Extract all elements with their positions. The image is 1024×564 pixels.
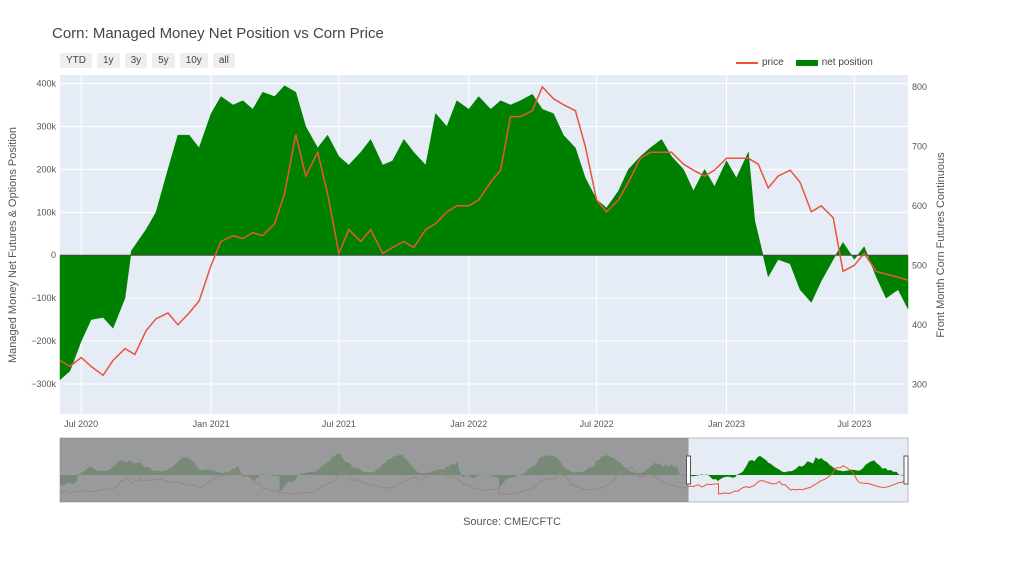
y-left-tick-label: 100k [36, 207, 56, 217]
price-series [59, 85, 909, 377]
y-left-tick-label: 300k [36, 121, 56, 131]
y-left-tick-label: 0 [51, 250, 56, 260]
y-axis-right: 300 400 500 600 700 800 [912, 82, 927, 389]
range-button-all[interactable]: all [212, 53, 235, 68]
y-right-tick-label: 400 [912, 320, 927, 330]
legend-swatch-price [736, 61, 758, 64]
legend: price net position [736, 57, 885, 68]
x-tick-label: Jan 2023 [708, 419, 745, 429]
range-button-10y[interactable]: 10y [179, 53, 208, 68]
price-line [59, 85, 909, 377]
net-position-series [59, 85, 909, 381]
y-right-tick-label: 700 [912, 141, 927, 151]
range-button-5y[interactable]: 5y [152, 53, 175, 68]
range-selector: YTD 1y 3y 5y 10y all [60, 53, 235, 68]
range-slider-mask [60, 438, 689, 502]
x-axis: Jul 2020 Jan 2021 Jul 2021 Jan 2022 Jul 2022… [64, 419, 871, 429]
y-left-tick-label: 400k [36, 79, 56, 89]
range-slider-handle-left[interactable] [686, 455, 692, 485]
legend-label-price: price [762, 57, 784, 68]
x-tick-label: Jul 2022 [580, 419, 614, 429]
range-button-3y[interactable]: 3y [124, 53, 148, 68]
legend-swatch-net [795, 59, 818, 66]
y-axis-left-label: Managed Money Net Futures & Options Posi… [7, 127, 19, 363]
y-right-tick-label: 800 [912, 82, 927, 92]
y-left-tick-label: −100k [31, 293, 56, 303]
legend-item-price[interactable]: price [736, 57, 784, 68]
range-button-ytd[interactable]: YTD [60, 53, 92, 68]
x-tick-label: Jul 2021 [322, 419, 356, 429]
legend-label-net: net position [821, 57, 873, 68]
x-tick-label: Jul 2023 [837, 419, 871, 429]
range-slider-handle-right[interactable] [903, 455, 909, 485]
source-note: Source: CME/CFTC [463, 516, 561, 528]
range-slider[interactable] [59, 437, 909, 503]
x-tick-label: Jul 2020 [64, 419, 98, 429]
y-right-tick-label: 300 [912, 379, 927, 389]
y-axis-left: −300k −200k −100k 0 100k 200k 300k 400k [31, 79, 56, 389]
y-right-tick-label: 600 [912, 201, 927, 211]
net-position-area [59, 85, 909, 381]
range-button-1y[interactable]: 1y [97, 53, 120, 68]
y-right-tick-label: 500 [912, 260, 927, 270]
y-left-tick-label: 200k [36, 164, 56, 174]
y-axis-right-label: Front Month Corn Futures Continuous [935, 152, 947, 338]
x-tick-label: Jan 2022 [450, 419, 487, 429]
y-left-tick-label: −200k [31, 336, 56, 346]
y-left-tick-label: −300k [31, 379, 56, 389]
x-tick-label: Jan 2021 [193, 419, 230, 429]
legend-item-net[interactable]: net position [795, 57, 873, 68]
chart-title: Corn: Managed Money Net Position vs Corn… [52, 25, 384, 42]
